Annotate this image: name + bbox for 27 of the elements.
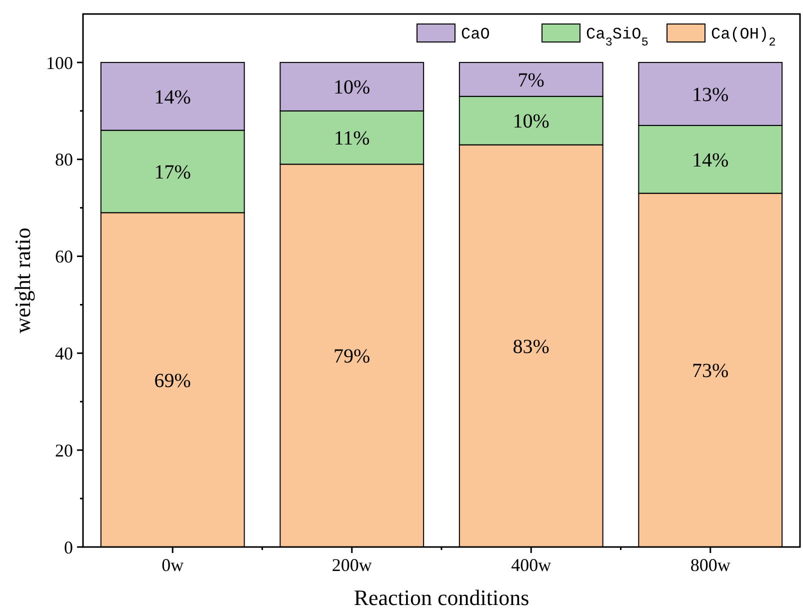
data-label: 69% (154, 370, 191, 392)
y-axis-title: weight ratio (10, 228, 35, 334)
y-tick-label: 0 (64, 537, 73, 558)
data-label: 10% (512, 110, 550, 133)
data-label: 14% (692, 149, 729, 172)
x-tick-label: 200w (332, 555, 372, 575)
data-label: 73% (692, 360, 729, 382)
data-label: 11% (334, 128, 370, 150)
legend-label: Ca(OH)$_{2}$ (711, 26, 776, 50)
x-axis-title: Reaction conditions (354, 585, 530, 610)
x-tick-label: 400w (511, 555, 552, 575)
data-label: 13% (692, 84, 729, 106)
legend-label: Ca$_{3}$SiO$_{5}$ (586, 26, 648, 50)
x-tick-label: 800w (690, 555, 730, 575)
data-label: 79% (334, 346, 370, 368)
data-label: 7% (518, 69, 544, 92)
data-label: 14% (154, 86, 191, 108)
data-label: 83% (512, 336, 550, 358)
x-tick-label: 0w (162, 555, 184, 575)
data-label: 17% (154, 161, 191, 184)
y-tick-label: 40 (55, 343, 73, 364)
legend-label: CaO (461, 26, 490, 44)
y-tick-label: 60 (55, 246, 73, 267)
y-tick-label: 80 (55, 150, 73, 170)
y-tick-label: 20 (55, 440, 73, 460)
data-label: 10% (334, 76, 370, 99)
y-tick-label: 100 (46, 52, 73, 73)
